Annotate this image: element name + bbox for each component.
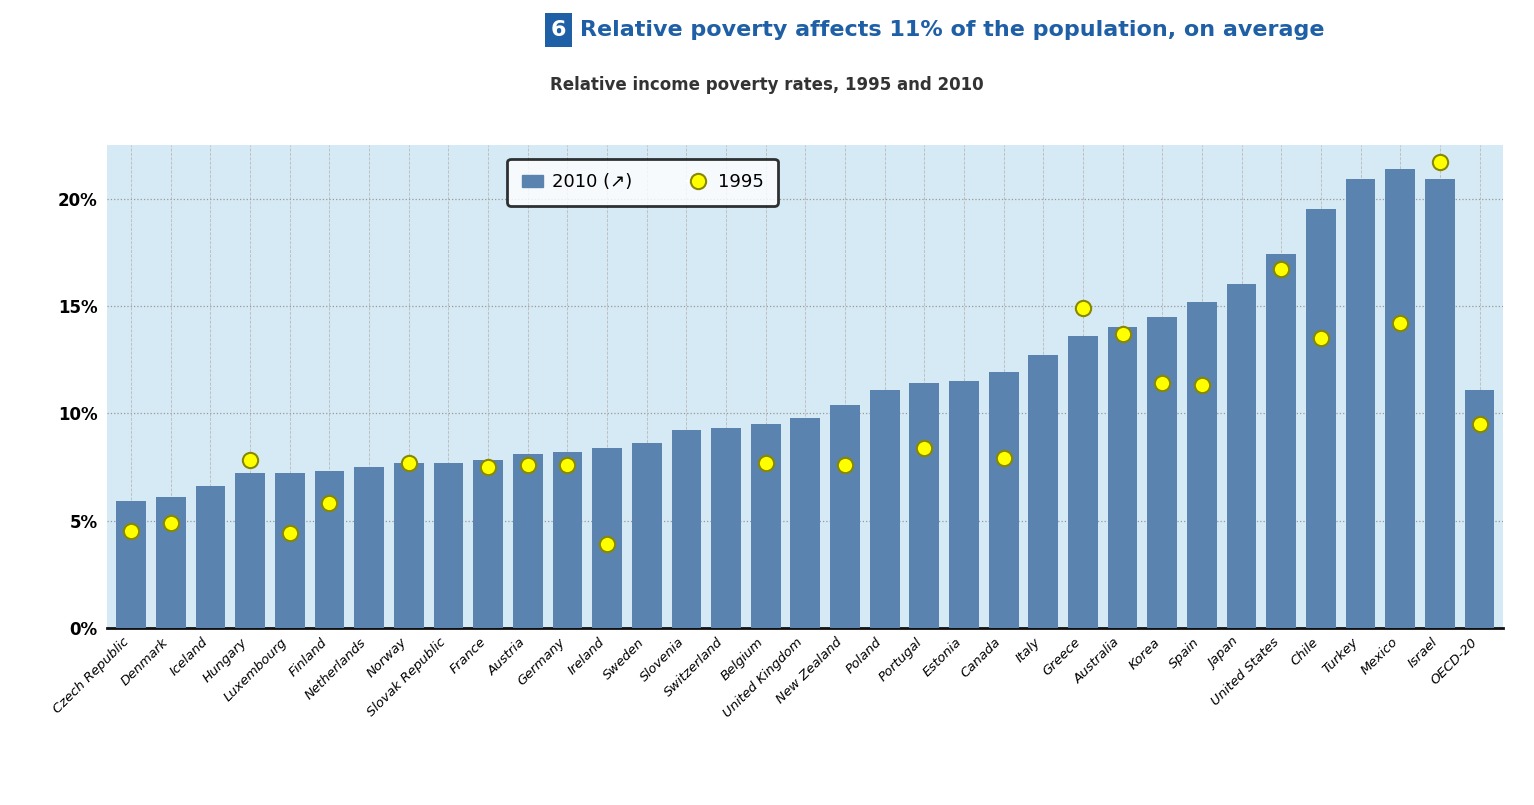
Bar [1187, 302, 1216, 628]
Bar [1147, 316, 1177, 628]
FancyBboxPatch shape [545, 13, 572, 47]
Bar [750, 424, 781, 628]
Bar [512, 454, 543, 628]
Bar [910, 383, 939, 628]
Legend: 2010 (↗), 1995: 2010 (↗), 1995 [508, 159, 778, 205]
Bar [196, 486, 225, 628]
Bar [672, 431, 701, 628]
Bar [156, 497, 186, 628]
Bar [870, 390, 899, 628]
Bar [632, 444, 661, 628]
Bar [394, 463, 423, 628]
Bar [314, 471, 344, 628]
Bar [1305, 209, 1336, 628]
Bar [434, 463, 463, 628]
Bar [275, 473, 305, 628]
Text: Relative poverty affects 11% of the population, on average: Relative poverty affects 11% of the popu… [580, 20, 1324, 39]
Bar [1425, 180, 1454, 628]
Bar [989, 373, 1019, 628]
Bar [1108, 328, 1138, 628]
Bar [1028, 355, 1058, 628]
Bar [552, 452, 583, 628]
Bar [1068, 336, 1098, 628]
Bar [790, 418, 821, 628]
Bar [117, 502, 146, 628]
Bar [1385, 168, 1414, 628]
Bar [830, 405, 861, 628]
Bar [1345, 180, 1376, 628]
Bar [235, 473, 265, 628]
Bar [472, 460, 503, 628]
Bar [354, 467, 384, 628]
Bar [950, 381, 979, 628]
Text: 6: 6 [551, 20, 566, 39]
Text: Relative income poverty rates, 1995 and 2010: Relative income poverty rates, 1995 and … [551, 76, 983, 93]
Bar [592, 448, 621, 628]
Bar [1267, 254, 1296, 628]
Bar [1465, 390, 1494, 628]
Bar [1227, 284, 1256, 628]
Bar [712, 428, 741, 628]
